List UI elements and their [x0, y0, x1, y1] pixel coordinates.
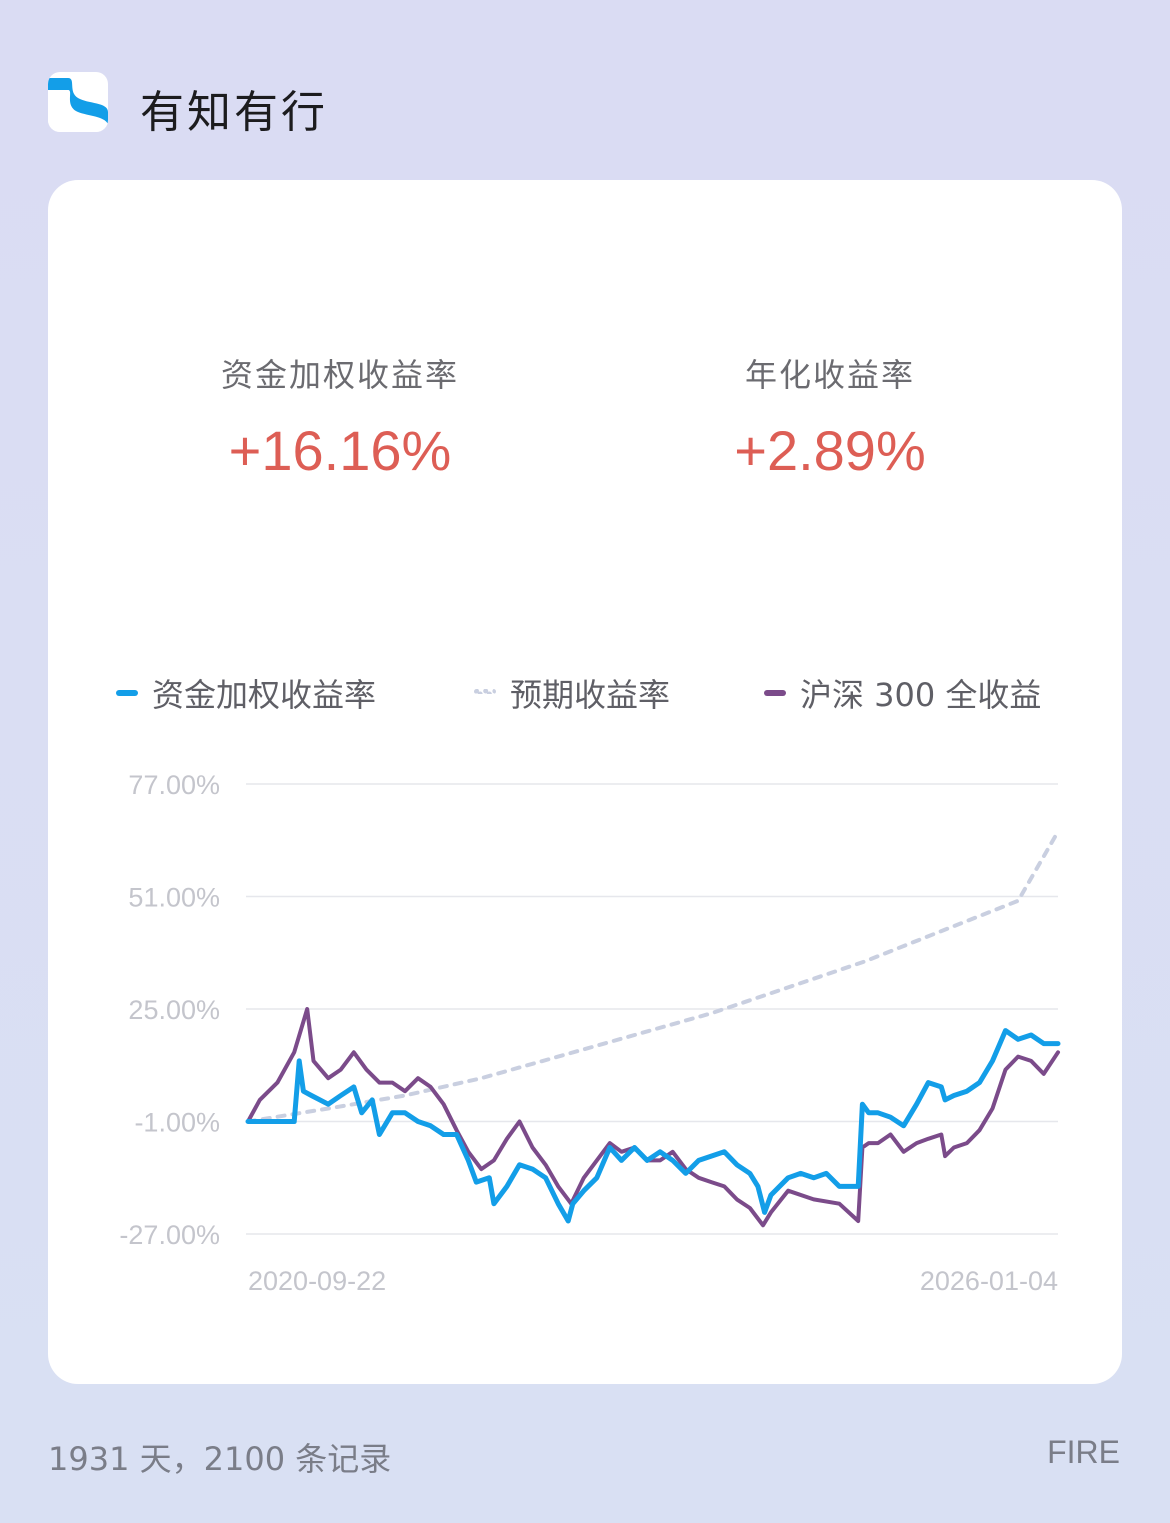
app-title: 有知有行	[140, 87, 328, 138]
legend-swatch-csi300	[764, 690, 786, 696]
legend-swatch-fund	[116, 690, 138, 696]
series-line-1	[246, 829, 1060, 1124]
x-tick-label: 2020-09-22	[248, 1266, 386, 1296]
y-tick-label: -27.00%	[119, 1220, 220, 1250]
stat-label: 资金加权收益率	[220, 356, 459, 394]
legend-label: 预期收益率	[510, 676, 671, 714]
y-tick-label: 77.00%	[128, 770, 220, 800]
fire-tag: FIRE	[1047, 1434, 1120, 1470]
legend-label: 资金加权收益率	[152, 676, 377, 714]
y-tick-label: 25.00%	[128, 995, 220, 1025]
series-line-2	[246, 1007, 1060, 1228]
legend-swatch-expected	[474, 689, 496, 694]
record-summary: 1931 天，2100 条记录	[48, 1440, 392, 1478]
series-line-0	[245, 1028, 1061, 1224]
legend-label: 沪深 300 全收益	[800, 676, 1042, 714]
stat-value: +2.89%	[734, 419, 926, 482]
stat-value: +16.16%	[228, 419, 452, 482]
stat-annual-return: 年化收益率 +2.89%	[630, 350, 1030, 483]
app-logo	[48, 72, 108, 132]
wave-logo-icon	[48, 78, 108, 132]
app-header: 有知有行	[48, 72, 748, 138]
return-line-chart[interactable]: 77.00% 51.00% 25.00% -1.00% -27.00% 2020-09-2…	[48, 180, 1122, 1384]
x-tick-label: 2026-01-04	[920, 1266, 1058, 1296]
y-tick-label: -1.00%	[134, 1108, 220, 1138]
y-tick-label: 51.00%	[128, 883, 220, 913]
summary-card: 资金加权收益率 +16.16% 年化收益率 +2.89% 资金加权收益率 预期收…	[48, 180, 1122, 1384]
stat-weighted-return: 资金加权收益率 +16.16%	[140, 350, 540, 483]
stat-label: 年化收益率	[744, 356, 915, 394]
